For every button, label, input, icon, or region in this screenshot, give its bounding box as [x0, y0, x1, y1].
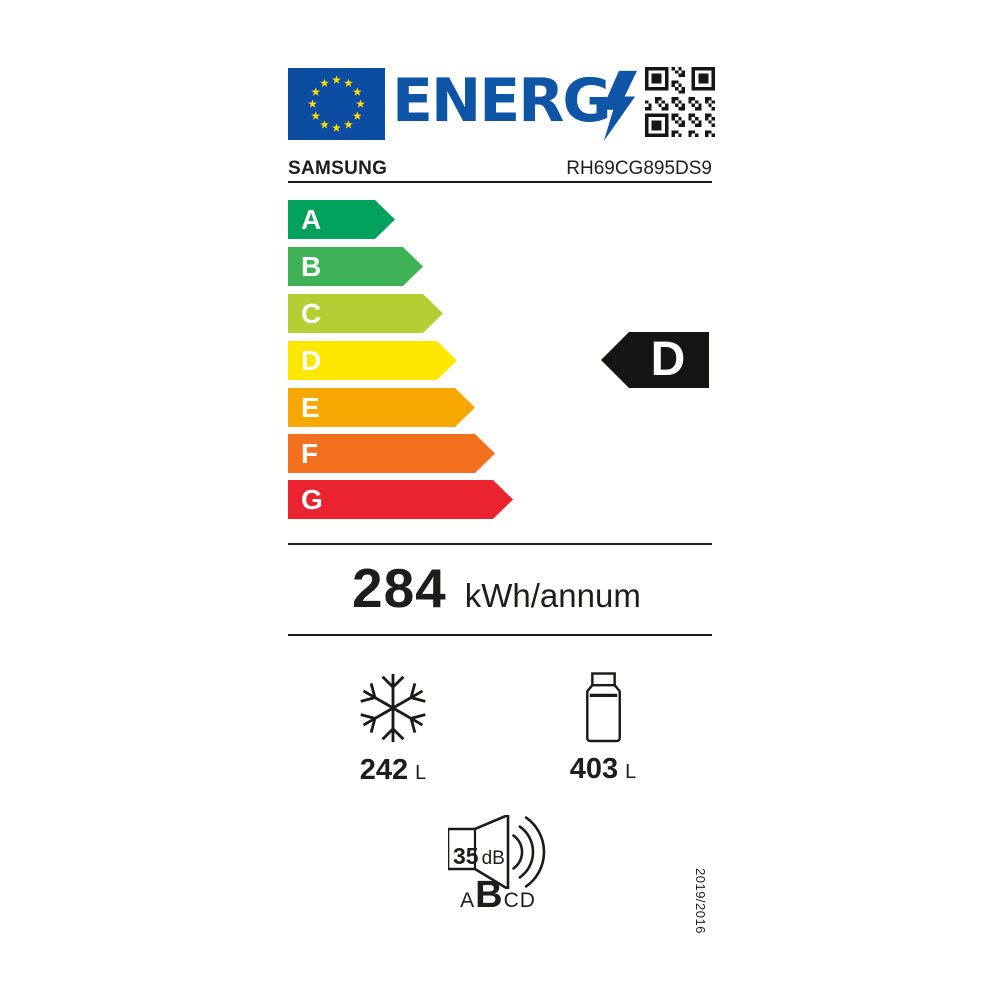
scale-arrow-b: B — [288, 247, 423, 286]
energy-logo-text: ENERG — [392, 66, 612, 136]
qr-code — [645, 67, 715, 137]
noise-class-c: C — [503, 889, 520, 912]
scale-arrow-d: D — [288, 341, 457, 380]
snowflake-icon — [356, 673, 430, 744]
model-number: RH69CG895DS9 — [566, 158, 712, 179]
consumption-divider-bottom — [288, 634, 712, 636]
scale-arrow-f: F — [288, 434, 495, 473]
sound-waves-icon — [512, 816, 546, 888]
scale-arrow-e: E — [288, 388, 475, 427]
consumption-value: 284 — [352, 557, 447, 619]
eu-flag-icon — [288, 68, 385, 140]
scale-arrow-a: A — [288, 200, 395, 239]
freezer-volume: 242 — [359, 754, 409, 786]
consumption-divider-top — [288, 543, 712, 545]
scale-arrow-c: C — [288, 294, 443, 333]
noise-class-a: A — [460, 889, 476, 912]
noise-value: 35 — [453, 843, 479, 869]
consumption-row: 284 kWh/annum — [352, 556, 641, 620]
scale-arrow-label: A — [301, 204, 322, 235]
scale-arrow-label: F — [301, 438, 319, 469]
freezer-volume-unit: L — [415, 762, 427, 784]
fridge-section: 403 L — [543, 672, 663, 786]
scale-arrow-g: G — [288, 480, 513, 519]
fridge-volume: 403 — [569, 753, 619, 785]
scale-arrow-label: E — [301, 392, 320, 423]
header-divider — [288, 181, 712, 183]
noise-unit: dB — [481, 848, 505, 869]
freezer-section: 242 L — [333, 672, 453, 787]
noise-section: 35 dB A B C D — [440, 812, 600, 942]
scale-arrow-label: B — [301, 251, 322, 282]
supplier-name: SAMSUNG — [288, 158, 388, 179]
speaker-icon — [448, 815, 546, 889]
noise-class-b: B — [475, 874, 504, 916]
scale-arrow-label: G — [301, 484, 323, 515]
fridge-volume-unit: L — [625, 761, 637, 783]
bottle-icon — [585, 672, 621, 743]
consumption-unit: kWh/annum — [464, 577, 641, 614]
scale-arrow-label: C — [301, 298, 322, 329]
rating-arrow: D — [601, 332, 709, 388]
lightning-bolt-icon — [601, 70, 637, 142]
regulation-number: 2019/2016 — [693, 868, 708, 934]
rating-letter: D — [650, 333, 686, 386]
scale-arrow-label: D — [301, 345, 322, 376]
noise-class-d: D — [519, 889, 536, 912]
noise-scale: A B C D — [450, 874, 546, 917]
